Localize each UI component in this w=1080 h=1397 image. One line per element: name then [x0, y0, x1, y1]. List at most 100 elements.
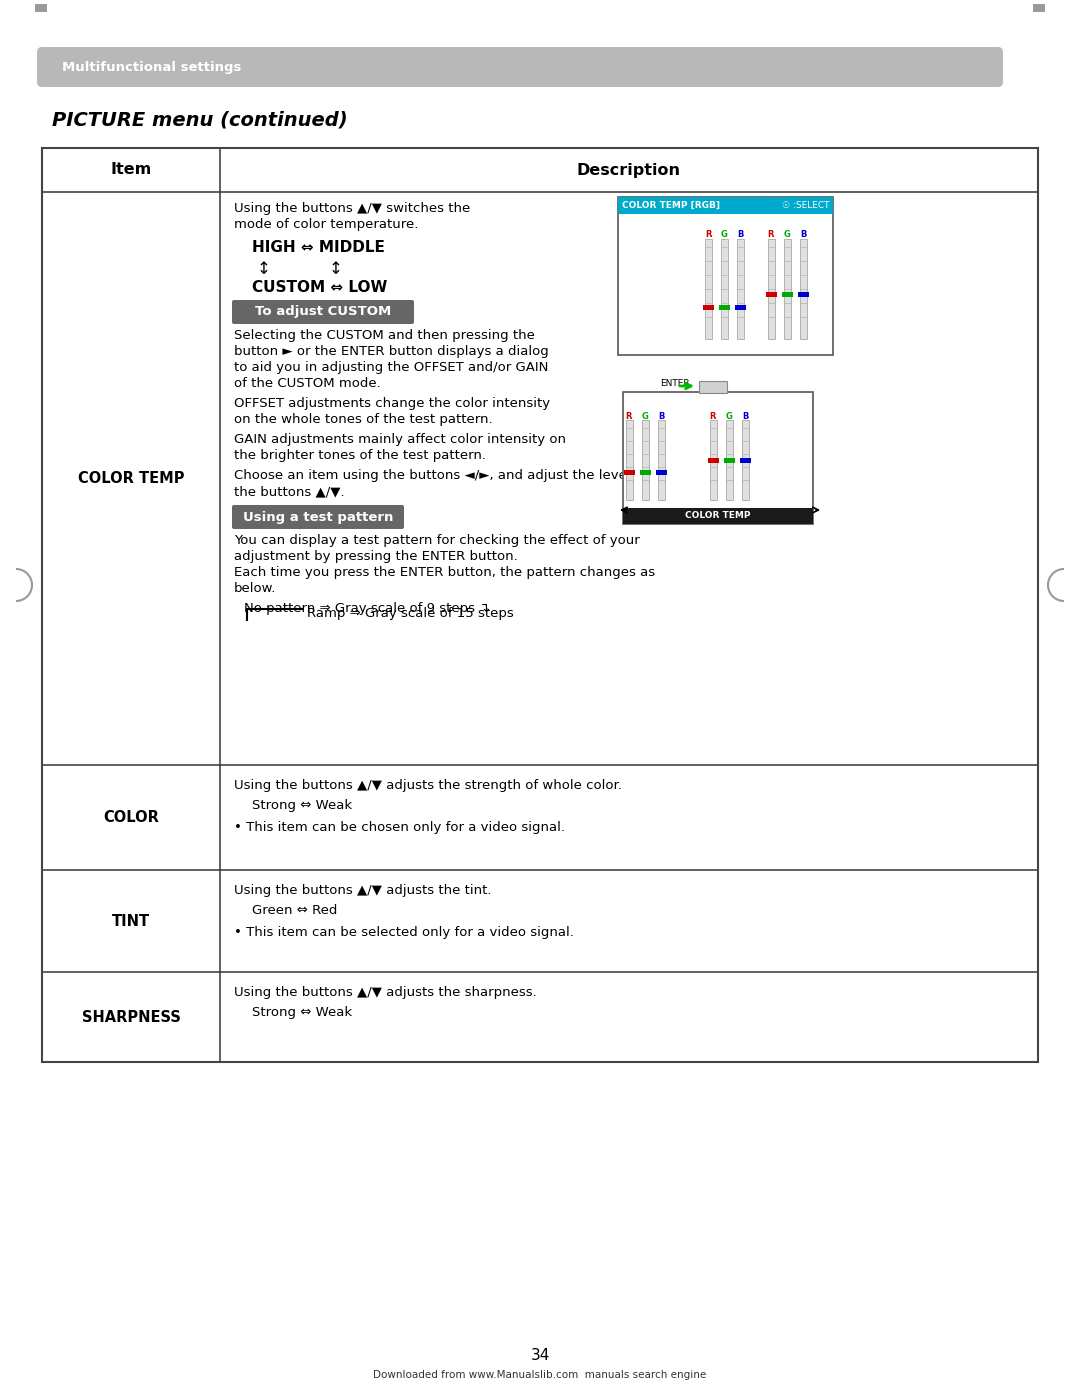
Text: +0: +0 — [718, 345, 730, 353]
Text: B: B — [658, 412, 664, 420]
Text: HIGH ⇔ MIDDLE: HIGH ⇔ MIDDLE — [252, 240, 384, 256]
Text: R: R — [710, 412, 716, 420]
Text: • This item can be selected only for a video signal.: • This item can be selected only for a v… — [234, 926, 573, 939]
Bar — [721, 239, 728, 339]
Text: +0: +0 — [707, 504, 718, 514]
Text: below.: below. — [234, 583, 276, 595]
Bar — [624, 469, 635, 475]
Text: to aid you in adjusting the OFFSET and/or GAIN: to aid you in adjusting the OFFSET and/o… — [234, 360, 549, 374]
Bar — [35, 4, 48, 13]
Text: +0: +0 — [639, 504, 650, 514]
Text: on the whole tones of the test pattern.: on the whole tones of the test pattern. — [234, 414, 492, 426]
Text: HIGH: HIGH — [622, 228, 642, 236]
Bar — [740, 458, 751, 462]
FancyBboxPatch shape — [37, 47, 1003, 87]
Text: G: G — [720, 231, 728, 239]
Text: +0: +0 — [740, 504, 751, 514]
Text: +0: +0 — [623, 504, 635, 514]
Bar — [618, 197, 833, 355]
Text: No pattern ⇒ Gray scale of 9 steps ↴: No pattern ⇒ Gray scale of 9 steps ↴ — [244, 602, 490, 615]
Text: MIDDLE: MIDDLE — [622, 236, 651, 246]
Text: the brighter tones of the test pattern.: the brighter tones of the test pattern. — [234, 448, 486, 462]
Bar — [724, 458, 735, 462]
Text: Selecting the CUSTOM and then pressing the: Selecting the CUSTOM and then pressing t… — [234, 330, 535, 342]
Text: +0: +0 — [724, 504, 734, 514]
Text: of the CUSTOM mode.: of the CUSTOM mode. — [234, 377, 381, 390]
Text: the buttons ▲/▼.: the buttons ▲/▼. — [234, 485, 345, 497]
Text: Ramp ⇒ Gray scale of 15 steps: Ramp ⇒ Gray scale of 15 steps — [307, 608, 514, 620]
Text: 34: 34 — [530, 1348, 550, 1363]
Text: COLOR TEMP [RGB]: COLOR TEMP [RGB] — [622, 201, 720, 210]
Text: G: G — [642, 412, 648, 420]
Text: +0: +0 — [702, 345, 714, 353]
Bar — [737, 239, 744, 339]
Text: G: G — [726, 412, 732, 420]
Text: button ► or the ENTER button displays a dialog: button ► or the ENTER button displays a … — [234, 345, 549, 358]
Bar — [719, 305, 730, 310]
Text: Using the buttons ▲/▼ adjusts the tint.: Using the buttons ▲/▼ adjusts the tint. — [234, 884, 491, 897]
Bar — [726, 420, 733, 500]
Text: B: B — [800, 231, 806, 239]
Text: ↕: ↕ — [329, 260, 342, 278]
Text: G: G — [784, 231, 791, 239]
Text: COLOR TEMP: COLOR TEMP — [78, 471, 185, 486]
Text: Choose an item using the buttons ◄/►, and adjust the level using: Choose an item using the buttons ◄/►, an… — [234, 469, 671, 482]
Bar — [708, 458, 719, 462]
Bar — [798, 292, 809, 298]
Bar — [768, 239, 775, 339]
Text: CUSTOM: CUSTOM — [622, 254, 654, 264]
Text: Description: Description — [577, 162, 681, 177]
Text: B: B — [742, 412, 748, 420]
Text: CUSTOM ⇔ LOW: CUSTOM ⇔ LOW — [252, 279, 388, 295]
Bar — [703, 305, 714, 310]
Bar — [784, 239, 791, 339]
Bar — [42, 148, 1038, 1062]
Text: Strong ⇔ Weak: Strong ⇔ Weak — [252, 799, 352, 812]
Text: • This item can be chosen only for a video signal.: • This item can be chosen only for a vid… — [234, 821, 565, 834]
Bar — [626, 420, 633, 500]
Text: +0: +0 — [766, 345, 777, 353]
Bar — [800, 239, 807, 339]
Bar — [623, 393, 813, 524]
Text: Green ⇔ Red: Green ⇔ Red — [252, 904, 337, 916]
Text: +0: +0 — [781, 345, 793, 353]
Text: Using the buttons ▲/▼ adjusts the strength of whole color.: Using the buttons ▲/▼ adjusts the streng… — [234, 780, 622, 792]
Text: OFFSET: OFFSET — [627, 402, 659, 411]
Text: To adjust CUSTOM: To adjust CUSTOM — [255, 306, 391, 319]
Text: +0: +0 — [734, 345, 745, 353]
Bar — [656, 469, 667, 475]
Bar — [618, 197, 833, 214]
Text: OFFSET adjustments change the color intensity: OFFSET adjustments change the color inte… — [234, 397, 550, 409]
Text: R: R — [768, 231, 774, 239]
Text: Using the buttons ▲/▼ adjusts the sharpness.: Using the buttons ▲/▼ adjusts the sharpn… — [234, 986, 537, 999]
Text: R: R — [705, 231, 712, 239]
Text: SHARPNESS: SHARPNESS — [82, 1010, 180, 1024]
Text: Downloaded from www.Manualslib.com  manuals search engine: Downloaded from www.Manualslib.com manua… — [374, 1370, 706, 1380]
Text: OFFSET: OFFSET — [707, 219, 739, 229]
Bar — [705, 239, 712, 339]
Text: ENTER: ENTER — [660, 379, 690, 388]
Text: mode of color temperature.: mode of color temperature. — [234, 218, 418, 231]
Text: You can display a test pattern for checking the effect of your: You can display a test pattern for check… — [234, 534, 639, 548]
Text: TINT: TINT — [112, 914, 150, 929]
Bar — [710, 420, 717, 500]
FancyBboxPatch shape — [232, 504, 404, 529]
Bar — [782, 292, 793, 298]
Bar — [735, 305, 746, 310]
Bar — [1032, 4, 1045, 13]
Bar — [699, 381, 727, 393]
Text: PICTURE menu (continued): PICTURE menu (continued) — [52, 110, 348, 129]
FancyBboxPatch shape — [232, 300, 414, 324]
Bar — [623, 509, 813, 524]
Text: Using a test pattern: Using a test pattern — [243, 510, 393, 524]
Text: Each time you press the ENTER button, the pattern changes as: Each time you press the ENTER button, th… — [234, 566, 656, 578]
Text: Item: Item — [110, 162, 151, 177]
Bar — [658, 420, 665, 500]
Text: LOW: LOW — [622, 246, 639, 254]
Text: COLOR: COLOR — [103, 810, 159, 826]
Text: COLOR TEMP: COLOR TEMP — [685, 511, 751, 521]
Text: GAIN adjustments mainly affect color intensity on: GAIN adjustments mainly affect color int… — [234, 433, 566, 446]
Text: Strong ⇔ Weak: Strong ⇔ Weak — [252, 1006, 352, 1018]
Text: GAIN: GAIN — [710, 402, 731, 411]
Text: +0: +0 — [797, 345, 809, 353]
